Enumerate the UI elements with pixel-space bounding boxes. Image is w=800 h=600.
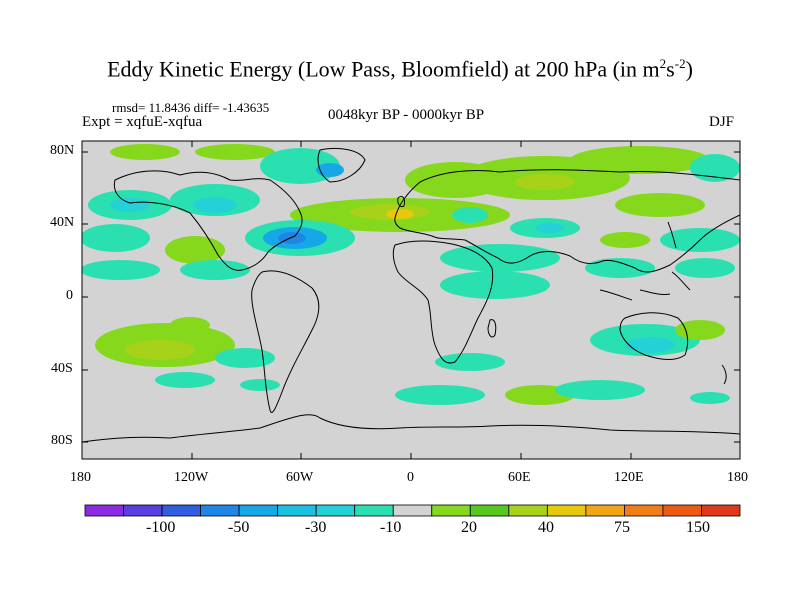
anomaly-patch <box>675 258 735 278</box>
lon-label: 120E <box>614 470 644 485</box>
anomaly-patch <box>585 258 655 278</box>
diff-value: diff= -1.43635 <box>193 100 270 115</box>
colorbar-label: -50 <box>228 519 250 536</box>
axis-ticks <box>82 141 740 459</box>
anomaly-patch <box>215 348 275 368</box>
anomaly-patch <box>170 317 210 333</box>
plot-title: Eddy Kinetic Energy (Low Pass, Bloomfiel… <box>107 56 693 82</box>
anomaly-patch <box>440 271 550 299</box>
anomaly-patch <box>155 372 215 388</box>
colorbar-swatch <box>431 504 471 517</box>
colorbar-swatch <box>354 504 394 517</box>
lon-label: 180 <box>70 470 91 485</box>
experiment-label: Expt = xqfuE-xqfua <box>82 114 203 130</box>
anomaly-patch <box>515 174 575 190</box>
anomaly-patch <box>690 154 740 182</box>
colorbar-swatch <box>315 504 356 517</box>
anomaly-patch <box>82 224 150 252</box>
colorbar-swatch <box>508 504 548 517</box>
anomaly-patch <box>625 337 675 353</box>
anomaly-patch <box>535 223 565 233</box>
lon-label: 60E <box>508 470 531 485</box>
anomaly-patch <box>440 244 560 272</box>
colorbar-swatch <box>200 504 240 517</box>
colorbar-label: -30 <box>305 519 327 536</box>
anomaly-patch <box>555 380 645 400</box>
colorbar-swatch <box>392 504 433 517</box>
lon-label: 60W <box>286 470 314 485</box>
rmsd-value: rmsd= 11.8436 <box>112 100 191 115</box>
anomaly-patch <box>690 392 730 404</box>
anomaly-patch <box>193 197 237 213</box>
colorbar-swatch <box>238 504 279 517</box>
lat-label: 40S <box>51 361 73 376</box>
anomaly-patch <box>110 198 150 212</box>
anomaly-patch <box>395 385 485 405</box>
anomaly-patch <box>316 163 344 177</box>
colorbar-swatch <box>469 504 510 517</box>
colorbar-swatch <box>701 504 741 517</box>
anomaly-patch <box>165 236 225 264</box>
colorbar-label: 20 <box>461 519 477 536</box>
colorbar-label: 150 <box>686 519 710 536</box>
colorbar-swatch <box>161 504 201 517</box>
colorbar-swatch <box>84 504 124 517</box>
colorbar-swatch <box>662 504 702 517</box>
anomaly-patch <box>570 146 710 174</box>
colorbar-label: -10 <box>380 519 402 536</box>
colorbar-swatch <box>123 504 163 517</box>
lat-label: 80S <box>51 433 73 448</box>
period-label: 0048kyr BP - 0000kyr BP <box>328 107 485 123</box>
lon-label: 0 <box>407 470 414 485</box>
anomaly-patch <box>260 148 340 184</box>
colorbar-swatch <box>624 504 664 517</box>
anomaly-field <box>82 144 740 405</box>
anomaly-patch <box>452 207 488 223</box>
lon-label: 180 <box>727 470 748 485</box>
lat-label: 40N <box>50 215 75 230</box>
stats-text: rmsd= 11.8436 diff= -1.43635 <box>112 100 269 116</box>
lat-label: 80N <box>50 143 75 158</box>
colorbar-swatch <box>585 504 625 517</box>
colorbar-label: 75 <box>614 519 630 536</box>
colorbar-swatch <box>277 504 317 517</box>
coastlines <box>82 147 740 443</box>
colorbar-label: 40 <box>538 519 554 536</box>
anomaly-patch <box>435 353 505 371</box>
anomaly-patch <box>240 379 280 391</box>
anomaly-patch <box>110 144 180 160</box>
anomaly-patch <box>195 144 275 160</box>
anomaly-patch <box>82 260 160 280</box>
season-label: DJF <box>709 114 735 130</box>
lat-label: 0 <box>66 288 73 303</box>
lon-label: 120W <box>174 470 209 485</box>
anomaly-patch <box>600 232 650 248</box>
colorbar-label: -100 <box>146 519 176 536</box>
colorbar-swatch <box>546 504 587 517</box>
anomaly-patch <box>125 340 195 360</box>
anomaly-patch <box>180 260 250 280</box>
anomaly-patch <box>615 193 705 217</box>
anomaly-patch <box>386 209 414 219</box>
